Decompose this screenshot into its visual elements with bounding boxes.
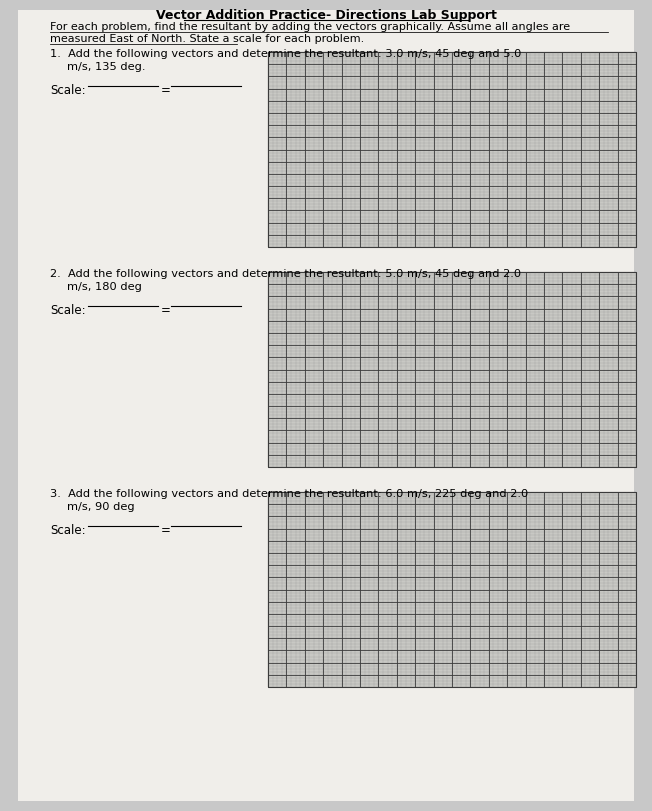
Text: 3.  Add the following vectors and determine the resultant: 6.0 m/s, 225 deg and : 3. Add the following vectors and determi… [50, 489, 528, 499]
Text: m/s, 180 deg: m/s, 180 deg [67, 282, 142, 292]
Text: Scale:: Scale: [50, 304, 85, 317]
Bar [268, 272, 636, 467]
Text: 1.  Add the following vectors and determine the resultant: 3.0 m/s, 45 deg and 5: 1. Add the following vectors and determi… [50, 49, 522, 59]
Text: =: = [161, 304, 171, 317]
Text: m/s, 90 deg: m/s, 90 deg [67, 502, 134, 512]
Text: measured East of North. State a scale for each problem.: measured East of North. State a scale fo… [50, 34, 364, 44]
Bar [268, 52, 636, 247]
Text: m/s, 135 deg.: m/s, 135 deg. [67, 62, 145, 72]
Text: =: = [161, 84, 171, 97]
Bar [268, 492, 636, 687]
Text: 2.  Add the following vectors and determine the resultant: 5.0 m/s, 45 deg and 2: 2. Add the following vectors and determi… [50, 269, 521, 279]
Text: For each problem, find the resultant by adding the vectors graphically. Assume a: For each problem, find the resultant by … [50, 22, 570, 32]
Text: Vector Addition Practice- Directions Lab Support: Vector Addition Practice- Directions Lab… [156, 9, 496, 22]
Text: Scale:: Scale: [50, 524, 85, 537]
Text: =: = [161, 524, 171, 537]
Text: Scale:: Scale: [50, 84, 85, 97]
